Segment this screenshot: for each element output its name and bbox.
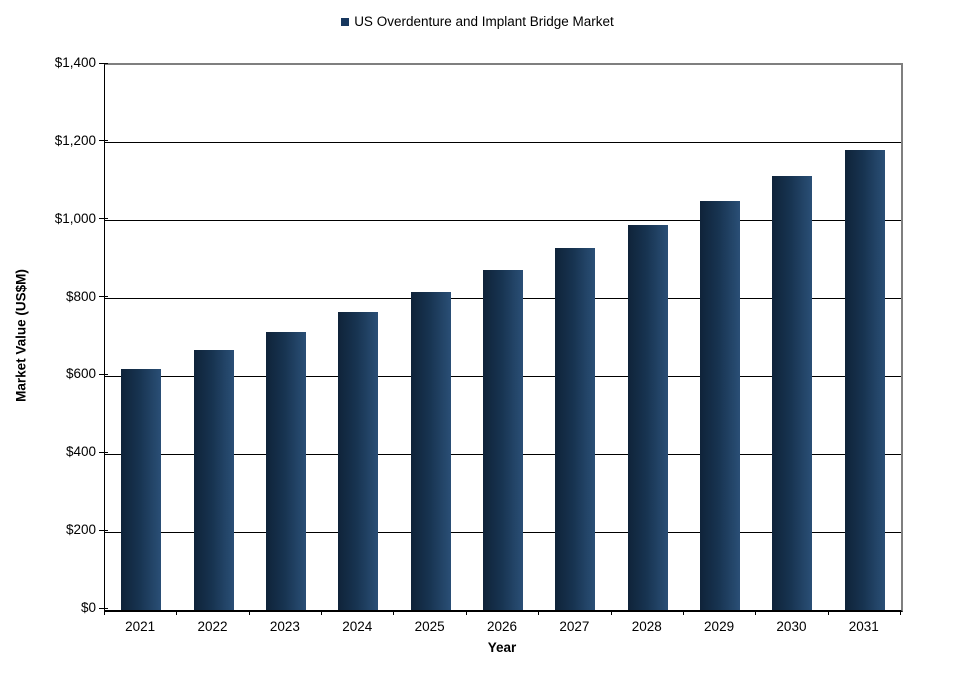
y-tick-600: [99, 373, 108, 375]
x-category-label-2031: 2031: [848, 619, 879, 634]
y-tick-label-0: $0: [80, 600, 96, 615]
x-category-label-2026: 2026: [486, 619, 518, 634]
plot-area: [104, 63, 903, 612]
bar-2023: [265, 332, 306, 610]
x-tick-5: [465, 610, 467, 615]
x-category-label-2029: 2029: [704, 619, 735, 634]
x-tick-1: [176, 610, 178, 615]
x-category-label-2027: 2027: [559, 619, 590, 634]
y-tick-label-1400: $1,400: [54, 55, 96, 70]
bar-2021: [121, 369, 162, 610]
legend: US Overdenture and Implant Bridge Market: [0, 14, 955, 29]
gridline-1200: [105, 142, 901, 144]
y-tick-label-1000: $1,000: [54, 210, 96, 226]
x-tick-4: [393, 610, 395, 615]
x-category-label-2030: 2030: [776, 619, 807, 634]
x-tick-0: [104, 610, 105, 615]
bar-2025: [410, 292, 451, 610]
x-category-label-2024: 2024: [342, 619, 373, 634]
y-tick-label-800: $800: [65, 288, 96, 304]
y-tick-200: [99, 529, 108, 531]
x-tick-10: [827, 610, 829, 615]
x-tick-8: [682, 610, 684, 615]
y-tick-label-600: $600: [65, 366, 96, 382]
y-tick-800: [99, 296, 108, 298]
y-tick-label-1200: $1,200: [54, 132, 96, 148]
x-tick-2: [248, 610, 250, 615]
bar-2028: [627, 225, 668, 610]
x-tick-11: [900, 610, 901, 615]
x-tick-9: [755, 610, 757, 615]
x-category-label-2028: 2028: [631, 619, 662, 634]
legend-marker-icon: [341, 17, 350, 26]
gridline-1000: [105, 220, 901, 222]
x-category-label-2021: 2021: [125, 619, 156, 634]
x-category-label-2022: 2022: [197, 619, 228, 634]
bar-2026: [483, 270, 523, 610]
x-tick-3: [321, 610, 323, 615]
y-tick-0: [99, 607, 108, 609]
bar-2031: [844, 150, 885, 610]
x-tick-7: [610, 610, 612, 615]
bar-2027: [555, 248, 596, 610]
y-axis-title: Market Value (US$M): [13, 269, 29, 402]
y-tick-label-400: $400: [65, 444, 96, 460]
x-category-label-2025: 2025: [414, 619, 445, 634]
y-tick-1400: [99, 62, 108, 64]
y-tick-label-200: $200: [65, 522, 96, 538]
legend-label: US Overdenture and Implant Bridge Market: [354, 14, 614, 29]
y-tick-1200: [99, 140, 108, 142]
y-tick-400: [99, 451, 108, 453]
bar-2022: [193, 350, 234, 610]
bar-2029: [700, 201, 741, 610]
bar-2024: [338, 312, 379, 610]
x-axis-title: Year: [487, 640, 517, 655]
x-tick-6: [538, 610, 540, 615]
x-category-label-2023: 2023: [269, 619, 300, 634]
bar-2030: [772, 176, 813, 610]
y-tick-1000: [99, 218, 108, 220]
